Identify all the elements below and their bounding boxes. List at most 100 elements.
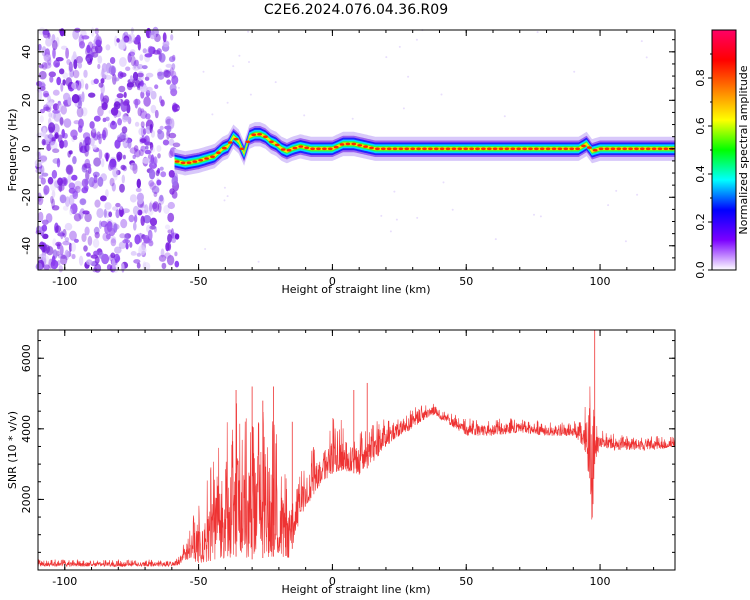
noise-blob	[39, 86, 46, 91]
noise-blob	[51, 255, 56, 267]
noise-blob	[105, 44, 111, 51]
noise-blob	[100, 195, 107, 202]
colorbar-tick-label: 0.6	[694, 117, 707, 135]
noise-blob	[102, 117, 107, 123]
noise-blob	[110, 222, 118, 232]
noise-dot	[503, 115, 506, 118]
noise-blob	[83, 163, 92, 169]
ridge-core	[610, 147, 616, 151]
noise-blob	[89, 137, 95, 146]
noise-blob	[41, 243, 46, 253]
noise-dot	[257, 260, 260, 263]
noise-blob	[43, 264, 50, 271]
noise-blob	[50, 182, 57, 192]
noise-blob	[59, 28, 65, 37]
ridge-core	[174, 160, 180, 163]
noise-blob	[86, 252, 91, 257]
snr-y-tick-label: 6000	[20, 344, 33, 372]
noise-dot	[539, 215, 542, 218]
ridge-core	[639, 147, 645, 151]
snr-frame	[37, 329, 676, 571]
noise-dot	[238, 54, 241, 57]
noise-blob	[157, 71, 165, 80]
noise-blob	[101, 68, 105, 78]
noise-blob	[110, 238, 117, 247]
noise-blob	[53, 110, 62, 122]
noise-blob	[51, 190, 56, 198]
spectrogram-x-tick-label: -50	[190, 275, 208, 288]
noise-blob	[160, 171, 167, 178]
ridge-core	[439, 147, 445, 151]
noise-blob	[40, 131, 45, 137]
noise-blob	[162, 40, 170, 48]
ridge-core	[598, 147, 604, 151]
noise-blob	[38, 70, 47, 80]
noise-blob	[166, 79, 172, 85]
ridge-core	[475, 147, 480, 151]
noise-dot	[640, 40, 643, 43]
noise-blob	[38, 211, 44, 222]
noise-blob	[122, 239, 131, 244]
noise-blob	[40, 177, 46, 185]
noise-blob	[120, 218, 128, 229]
noise-blob	[88, 92, 96, 98]
ridge-core	[386, 147, 392, 151]
colorbar-gradient	[711, 29, 737, 271]
noise-blob	[81, 107, 88, 117]
noise-blob	[94, 231, 100, 239]
noise-dot	[416, 216, 419, 219]
noise-blob	[56, 157, 61, 168]
noise-blob	[168, 170, 175, 178]
noise-blob	[110, 236, 117, 244]
noise-blob	[116, 93, 124, 99]
noise-blob	[57, 184, 65, 192]
noise-dot	[536, 31, 539, 34]
noise-blob	[94, 44, 103, 54]
snr-x-tick-label: -50	[190, 575, 208, 588]
noise-blob	[156, 179, 162, 186]
ridge-core	[622, 147, 628, 151]
ridge-core	[592, 148, 598, 152]
noise-blob	[93, 115, 101, 122]
noise-dot	[385, 56, 388, 59]
noise-blob	[77, 62, 83, 69]
noise-dot	[451, 208, 454, 211]
noise-blob	[166, 125, 172, 133]
ridge-core	[469, 147, 474, 151]
noise-blob	[160, 99, 165, 107]
noise-blob	[119, 183, 125, 193]
ridge-core	[516, 147, 522, 151]
noise-blob	[116, 38, 120, 43]
noise-blob	[156, 145, 162, 152]
noise-blob	[149, 31, 157, 40]
noise-blob	[105, 233, 111, 240]
noise-dot	[402, 107, 405, 110]
colorbar-label: Normalized spectral amplitude	[737, 65, 750, 234]
noise-blob	[55, 57, 64, 62]
noise-blob	[145, 113, 151, 120]
ridge-core	[280, 148, 286, 151]
noise-blob	[52, 40, 58, 51]
noise-blob	[97, 55, 103, 64]
ridge-core	[528, 147, 533, 151]
noise-blob	[122, 154, 126, 160]
noise-blob	[39, 81, 46, 92]
noise-blob	[164, 224, 171, 230]
noise-blob	[87, 235, 93, 246]
noise-blob	[149, 200, 153, 210]
noise-blob	[69, 230, 77, 241]
spectrogram-marks	[34, 26, 675, 273]
ridge-core	[251, 133, 257, 136]
noise-blob	[169, 118, 175, 129]
noise-blob	[148, 240, 154, 247]
noise-blob	[103, 208, 107, 218]
ridge-core	[274, 143, 280, 147]
noise-blob	[151, 185, 160, 194]
noise-blob	[119, 72, 127, 78]
noise-blob	[144, 53, 153, 58]
ridge-core	[457, 147, 463, 151]
ridge-core	[263, 135, 268, 138]
ridge-core	[239, 147, 245, 151]
noise-blob	[98, 251, 105, 259]
noise-blob	[149, 123, 153, 134]
